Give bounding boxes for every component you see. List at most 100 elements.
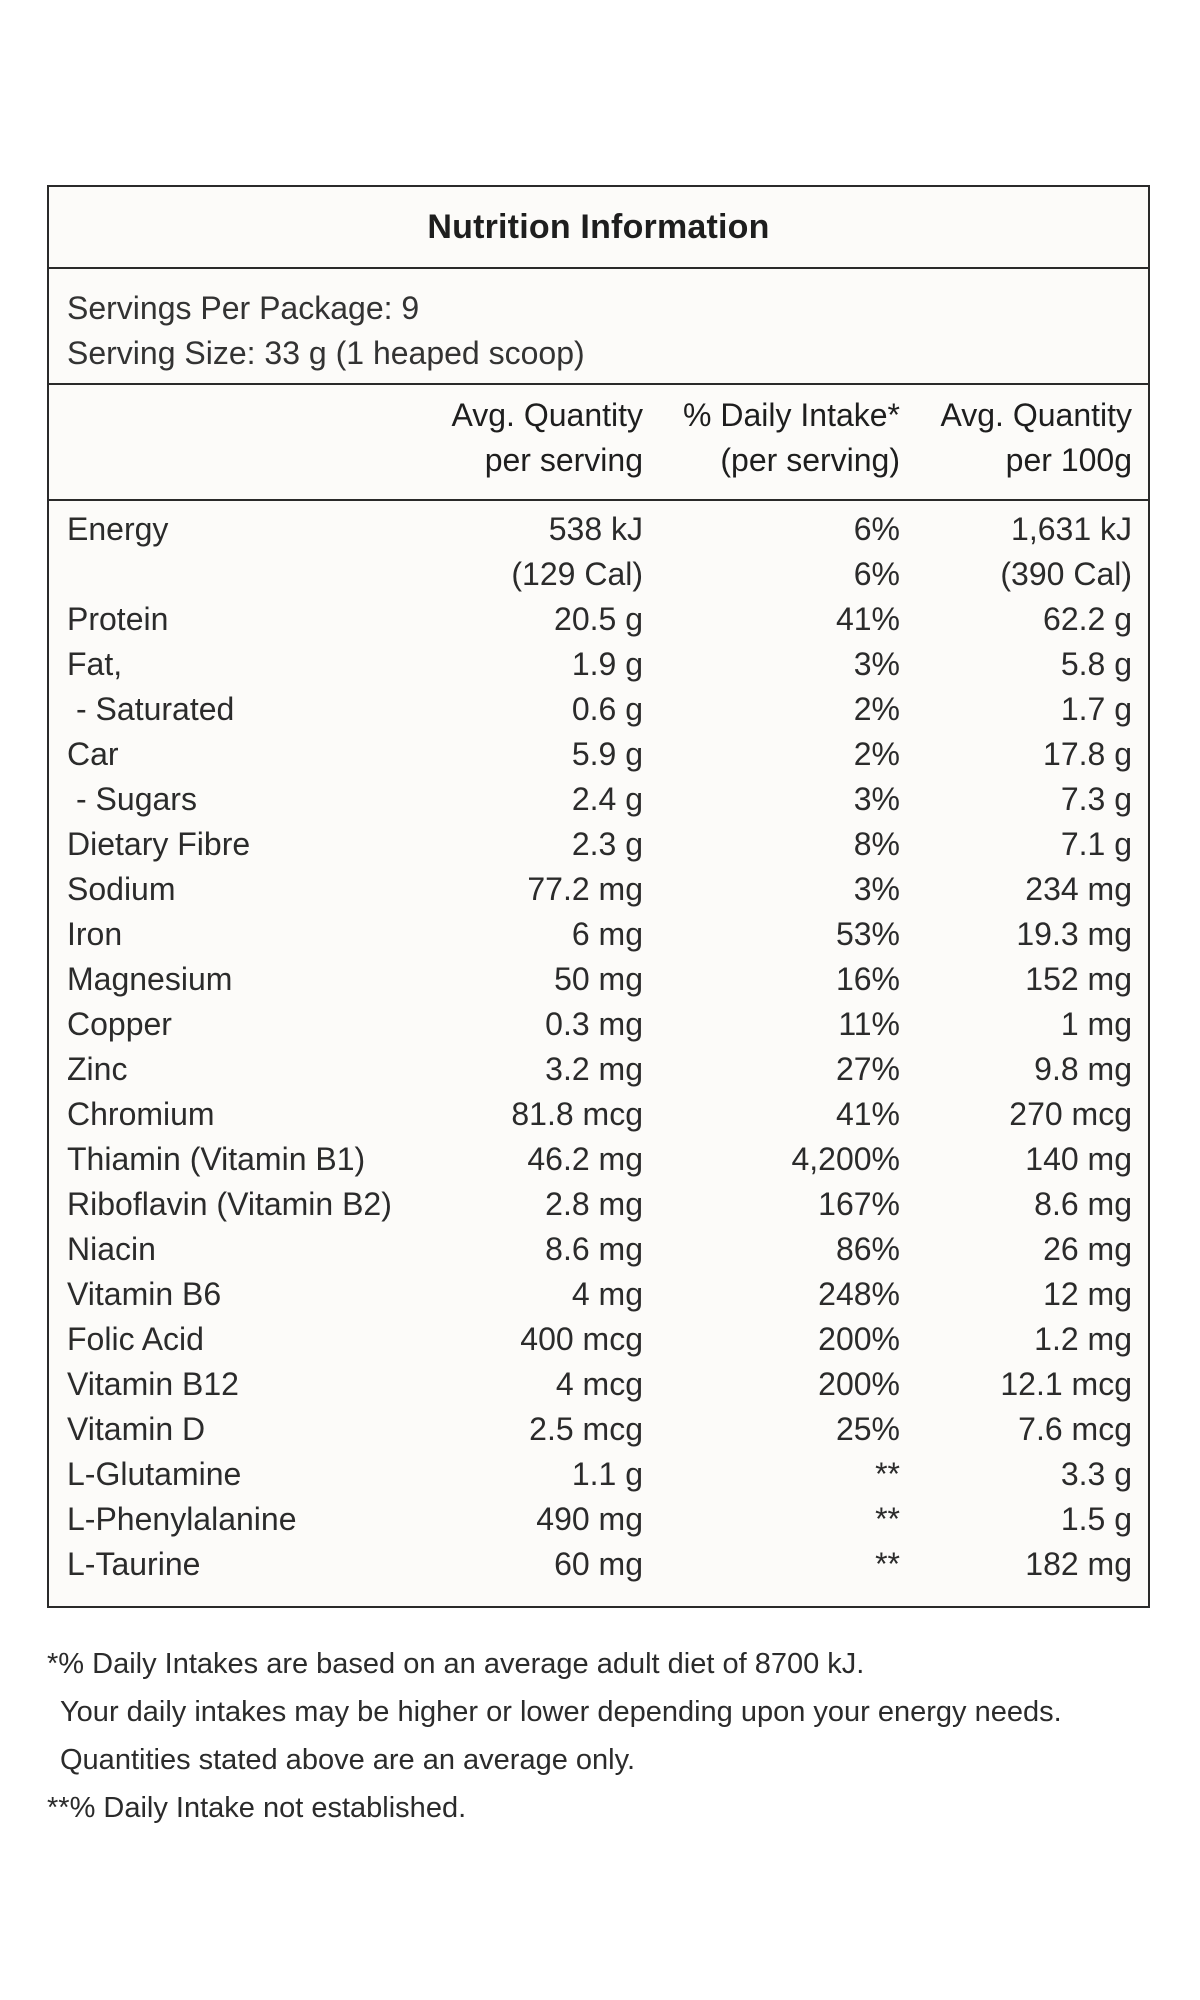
nutrient-row: L-Phenylalanine 490 mg ** 1.5 g bbox=[49, 1497, 1148, 1542]
daily-intake-value: 41% bbox=[835, 601, 900, 637]
column-headers: Avg. Quantity per serving % Daily Intake… bbox=[49, 385, 1148, 501]
per-100g-value: 270 mcg bbox=[1009, 1096, 1132, 1132]
nutrient-name: Vitamin B6 bbox=[67, 1276, 222, 1312]
per-100g-value: 1 mg bbox=[1060, 1006, 1132, 1042]
per-serving-value: (129 Cal) bbox=[511, 556, 643, 592]
daily-intake-value: 4,200% bbox=[791, 1141, 900, 1177]
daily-intake-value: 200% bbox=[818, 1366, 900, 1402]
per-100g-value: (390 Cal) bbox=[1000, 556, 1132, 592]
per-serving-value: 8.6 mg bbox=[545, 1231, 643, 1267]
per-serving-value: 4 mg bbox=[571, 1276, 643, 1312]
daily-intake-value: 3% bbox=[853, 646, 900, 682]
nutrient-name: Vitamin B12 bbox=[67, 1366, 239, 1402]
daily-intake-value: ** bbox=[875, 1501, 900, 1537]
nutrient-row: Magnesium 50 mg 16% 152 mg bbox=[49, 957, 1148, 1002]
per-100g-value: 62.2 g bbox=[1043, 601, 1132, 637]
per-serving-value: 1.9 g bbox=[571, 646, 643, 682]
nutrient-name: Riboflavin (Vitamin B2) bbox=[67, 1186, 392, 1222]
daily-intake-value: 16% bbox=[835, 961, 900, 997]
nutrient-name: Chromium bbox=[67, 1096, 215, 1132]
nutrient-name: Vitamin D bbox=[67, 1411, 206, 1447]
nutrient-name: Fat, bbox=[67, 646, 123, 682]
per-100g-value: 12.1 mcg bbox=[1000, 1366, 1132, 1402]
per-serving-value: 4 mcg bbox=[555, 1366, 643, 1402]
per-100g-value: 152 mg bbox=[1025, 961, 1132, 997]
per-serving-value: 50 mg bbox=[554, 961, 643, 997]
header-daily-intake: % Daily Intake* (per serving) bbox=[683, 393, 900, 483]
daily-intake-value: 167% bbox=[818, 1186, 900, 1222]
header-daily-intake-line2: (per serving) bbox=[720, 442, 900, 478]
nutrient-name: L-Phenylalanine bbox=[67, 1501, 297, 1537]
header-per-serving-line1: Avg. Quantity bbox=[451, 397, 643, 433]
nutrient-name: Niacin bbox=[67, 1231, 156, 1267]
per-serving-value: 0.3 mg bbox=[545, 1006, 643, 1042]
per-100g-value: 8.6 mg bbox=[1034, 1186, 1132, 1222]
per-100g-value: 182 mg bbox=[1025, 1546, 1132, 1582]
header-per-100g-line2: per 100g bbox=[1005, 442, 1132, 478]
nutrient-name: - Saturated bbox=[76, 691, 235, 727]
nutrient-row: Dietary Fibre 2.3 g 8% 7.1 g bbox=[49, 822, 1148, 867]
nutrient-row: Sodium 77.2 mg 3% 234 mg bbox=[49, 867, 1148, 912]
nutrient-name: Folic Acid bbox=[67, 1321, 204, 1357]
nutrient-row: - Saturated 0.6 g 2% 1.7 g bbox=[49, 687, 1148, 732]
serving-size: Serving Size: 33 g (1 heaped scoop) bbox=[67, 335, 585, 371]
nutrient-row: (129 Cal) 6% (390 Cal) bbox=[49, 552, 1148, 597]
nutrient-row: Niacin 8.6 mg 86% 26 mg bbox=[49, 1227, 1148, 1272]
per-serving-value: 3.2 mg bbox=[545, 1051, 643, 1087]
footnote-average: Quantities stated above are an average o… bbox=[60, 1744, 636, 1776]
daily-intake-value: 8% bbox=[853, 826, 900, 862]
daily-intake-value: 6% bbox=[853, 556, 900, 592]
per-100g-value: 1.7 g bbox=[1060, 691, 1132, 727]
per-100g-value: 12 mg bbox=[1043, 1276, 1132, 1312]
nutrient-name: Thiamin (Vitamin B1) bbox=[67, 1141, 366, 1177]
per-serving-value: 6 mg bbox=[571, 916, 643, 952]
per-100g-value: 1.2 mg bbox=[1034, 1321, 1132, 1357]
header-per-100g-line1: Avg. Quantity bbox=[940, 397, 1132, 433]
per-100g-value: 1.5 g bbox=[1060, 1501, 1132, 1537]
per-serving-value: 400 mcg bbox=[520, 1321, 643, 1357]
nutrient-row: Iron 6 mg 53% 19.3 mg bbox=[49, 912, 1148, 957]
nutrient-row: - Sugars 2.4 g 3% 7.3 g bbox=[49, 777, 1148, 822]
serving-info: Servings Per Package: 9 Serving Size: 33… bbox=[49, 269, 1148, 385]
nutrient-row: Zinc 3.2 mg 27% 9.8 mg bbox=[49, 1047, 1148, 1092]
nutrient-name: Dietary Fibre bbox=[67, 826, 251, 862]
per-serving-value: 81.8 mcg bbox=[511, 1096, 643, 1132]
footnotes: *% Daily Intakes are based on an average… bbox=[47, 1640, 1062, 1832]
nutrition-panel: Nutrition Information Servings Per Packa… bbox=[47, 185, 1150, 1608]
nutrient-row: Copper 0.3 mg 11% 1 mg bbox=[49, 1002, 1148, 1047]
per-serving-value: 2.4 g bbox=[571, 781, 643, 817]
header-per-serving: Avg. Quantity per serving bbox=[451, 393, 643, 483]
nutrient-row: Chromium 81.8 mcg 41% 270 mcg bbox=[49, 1092, 1148, 1137]
nutrient-row: Thiamin (Vitamin B1) 46.2 mg 4,200% 140 mg bbox=[49, 1137, 1148, 1182]
per-100g-value: 3.3 g bbox=[1060, 1456, 1132, 1492]
per-serving-value: 2.5 mcg bbox=[529, 1411, 643, 1447]
nutrient-name: L-Taurine bbox=[67, 1546, 201, 1582]
panel-title: Nutrition Information bbox=[49, 187, 1148, 269]
nutrient-row: Fat, 1.9 g 3% 5.8 g bbox=[49, 642, 1148, 687]
daily-intake-value: 3% bbox=[853, 871, 900, 907]
nutrient-name: - Sugars bbox=[76, 781, 197, 817]
per-serving-value: 490 mg bbox=[536, 1501, 643, 1537]
nutrient-name: Copper bbox=[67, 1006, 172, 1042]
per-100g-value: 19.3 mg bbox=[1016, 916, 1132, 952]
per-100g-value: 9.8 mg bbox=[1034, 1051, 1132, 1087]
per-100g-value: 7.3 g bbox=[1060, 781, 1132, 817]
per-serving-value: 2.8 mg bbox=[545, 1186, 643, 1222]
per-100g-value: 5.8 g bbox=[1060, 646, 1132, 682]
per-serving-value: 0.6 g bbox=[571, 691, 643, 727]
header-daily-intake-line1: % Daily Intake* bbox=[683, 397, 900, 433]
per-100g-value: 234 mg bbox=[1025, 871, 1132, 907]
per-serving-value: 77.2 mg bbox=[527, 871, 643, 907]
daily-intake-value: 53% bbox=[835, 916, 900, 952]
per-serving-value: 2.3 g bbox=[571, 826, 643, 862]
nutrient-rows: Energy 538 kJ 6% 1,631 kJ (129 Cal) 6% (390 Ca… bbox=[49, 507, 1148, 1587]
footnote-daily-intake-basis: *% Daily Intakes are based on an average… bbox=[47, 1648, 865, 1680]
daily-intake-value: 11% bbox=[838, 1006, 900, 1042]
nutrient-row: Vitamin D 2.5 mcg 25% 7.6 mcg bbox=[49, 1407, 1148, 1452]
per-100g-value: 7.6 mcg bbox=[1018, 1411, 1132, 1447]
nutrient-row: Protein 20.5 g 41% 62.2 g bbox=[49, 597, 1148, 642]
per-serving-value: 5.9 g bbox=[571, 736, 643, 772]
nutrient-name: Sodium bbox=[67, 871, 176, 907]
daily-intake-value: 2% bbox=[853, 736, 900, 772]
footnote-not-established: **% Daily Intake not established. bbox=[47, 1792, 467, 1824]
